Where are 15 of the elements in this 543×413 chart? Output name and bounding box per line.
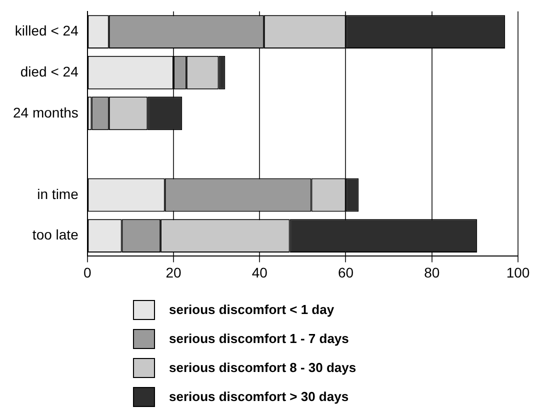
x-tick-label: 0 <box>83 264 92 280</box>
y-tick-label: in time <box>37 186 79 202</box>
x-tick-label: 20 <box>166 264 182 280</box>
legend-label: serious discomfort 8 - 30 days <box>169 360 356 375</box>
x-tick-label: 60 <box>338 264 354 280</box>
y-tick-label: died < 24 <box>20 63 79 80</box>
x-tick-label: 80 <box>424 264 440 280</box>
legend-label: serious discomfort < 1 day <box>169 302 334 317</box>
legend-label: serious discomfort 1 - 7 days <box>169 331 349 346</box>
x-tick-label: 40 <box>252 264 268 280</box>
y-tick-label: too late <box>32 226 79 243</box>
legend-label: serious discomfort > 30 days <box>169 389 349 404</box>
y-tick-label: killed < 24 <box>14 22 79 39</box>
x-tick-label: 100 <box>506 264 530 280</box>
y-tick-label: 24 months <box>12 104 78 120</box>
